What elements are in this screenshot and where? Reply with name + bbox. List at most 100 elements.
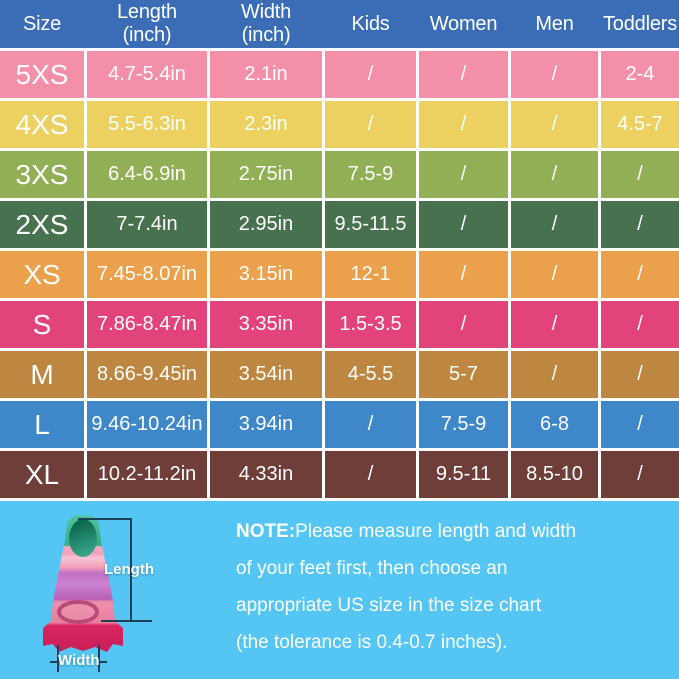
table-row: 3XS 6.4-6.9in 2.75in 7.5-9 / / / [0, 151, 679, 198]
length-cell: 7.45-8.07in [87, 251, 207, 298]
header-kids: Kids [351, 12, 390, 35]
note-line-4: (the tolerance is 0.4-0.7 inches). [236, 632, 508, 653]
women-cell: 5-7 [419, 351, 508, 398]
toddlers-cell: / [601, 451, 679, 498]
table-row: L 9.46-10.24in 3.94in / 7.5-9 6-8 / [0, 401, 679, 448]
length-cell: 4.7-5.4in [87, 51, 207, 98]
size-cell: XS [0, 251, 84, 298]
size-cell: 3XS [0, 151, 84, 198]
fin-foot-pocket [57, 600, 99, 624]
men-cell: / [511, 351, 598, 398]
size-cell: M [0, 351, 84, 398]
note-text: NOTE:Please measure length and width of … [236, 513, 576, 661]
toddlers-cell: / [601, 251, 679, 298]
toddlers-cell: / [601, 301, 679, 348]
table-row: M 8.66-9.45in 3.54in 4-5.5 5-7 / / [0, 351, 679, 398]
kids-cell: / [325, 401, 416, 448]
length-bottom-tick [101, 620, 152, 622]
length-cell: 7.86-8.47in [87, 301, 207, 348]
women-cell: / [419, 51, 508, 98]
women-cell: / [419, 251, 508, 298]
note-line-1: NOTE:Please measure length and width [236, 513, 576, 550]
toddlers-cell: / [601, 201, 679, 248]
kids-cell: / [325, 51, 416, 98]
table-row: 2XS 7-7.4in 2.95in 9.5-11.5 / / / [0, 201, 679, 248]
kids-cell: 4-5.5 [325, 351, 416, 398]
men-cell: 6-8 [511, 401, 598, 448]
length-cell: 6.4-6.9in [87, 151, 207, 198]
women-cell: / [419, 201, 508, 248]
note-line-3: appropriate US size in the size chart [236, 595, 542, 616]
women-cell: / [419, 151, 508, 198]
length-label: Length [104, 561, 154, 578]
table-row: 4XS 5.5-6.3in 2.3in / / / 4.5-7 [0, 101, 679, 148]
note-line-1-text: Please measure length and width [295, 521, 577, 542]
width-cell: 2.75in [210, 151, 322, 198]
header-length: Length (inch) [117, 1, 177, 46]
length-cell: 10.2-11.2in [87, 451, 207, 498]
width-label: Width [58, 652, 100, 669]
toddlers-cell: 2-4 [601, 51, 679, 98]
length-top-tick [78, 518, 132, 520]
women-cell: 7.5-9 [419, 401, 508, 448]
width-cell: 3.15in [210, 251, 322, 298]
men-cell: / [511, 301, 598, 348]
width-cell: 2.3in [210, 101, 322, 148]
size-cell: 4XS [0, 101, 84, 148]
toddlers-cell: / [601, 401, 679, 448]
men-cell: / [511, 51, 598, 98]
note-section: Length Width NOTE:Please measure length … [0, 501, 679, 679]
width-right-tick [98, 645, 100, 672]
width-cell: 3.94in [210, 401, 322, 448]
note-line-2: of your feet first, then choose an [236, 558, 508, 579]
women-cell: / [419, 101, 508, 148]
size-chart-table: Size Length (inch) Width (inch) Kids Women Me… [0, 0, 679, 498]
length-cell: 5.5-6.3in [87, 101, 207, 148]
width-cell: 3.35in [210, 301, 322, 348]
table-row: 5XS 4.7-5.4in 2.1in / / / 2-4 [0, 51, 679, 98]
kids-cell: 7.5-9 [325, 151, 416, 198]
size-cell: 5XS [0, 51, 84, 98]
table-row: XS 7.45-8.07in 3.15in 12-1 / / / [0, 251, 679, 298]
note-bold-prefix: NOTE: [236, 521, 296, 542]
table-header-row: Size Length (inch) Width (inch) Kids Women Me… [0, 0, 679, 48]
fin-illustration: Length Width [0, 501, 235, 679]
men-cell: 8.5-10 [511, 451, 598, 498]
size-cell: L [0, 401, 84, 448]
women-cell: 9.5-11 [419, 451, 508, 498]
width-cell: 2.1in [210, 51, 322, 98]
table-row: XL 10.2-11.2in 4.33in / 9.5-11 8.5-10 / [0, 451, 679, 498]
length-dimension-line [130, 518, 132, 621]
kids-cell: 12-1 [325, 251, 416, 298]
women-cell: / [419, 301, 508, 348]
kids-cell: 1.5-3.5 [325, 301, 416, 348]
table-row: S 7.86-8.47in 3.35in 1.5-3.5 / / / [0, 301, 679, 348]
toddlers-cell: / [601, 151, 679, 198]
header-toddlers: Toddlers [603, 12, 677, 35]
men-cell: / [511, 201, 598, 248]
width-cell: 2.95in [210, 201, 322, 248]
size-cell: S [0, 301, 84, 348]
fin-tip-pocket [69, 519, 97, 557]
toddlers-cell: / [601, 351, 679, 398]
men-cell: / [511, 151, 598, 198]
men-cell: / [511, 251, 598, 298]
header-size: Size [22, 12, 62, 35]
width-left-dash [50, 661, 58, 663]
header-men: Men [535, 12, 574, 35]
men-cell: / [511, 101, 598, 148]
header-women: Women [429, 12, 498, 35]
width-left-tick [57, 645, 59, 672]
table-body: 5XS 4.7-5.4in 2.1in / / / 2-4 4XS 5.5-6.… [0, 51, 679, 498]
length-cell: 9.46-10.24in [87, 401, 207, 448]
kids-cell: 9.5-11.5 [325, 201, 416, 248]
width-cell: 4.33in [210, 451, 322, 498]
toddlers-cell: 4.5-7 [601, 101, 679, 148]
width-right-dash [99, 661, 107, 663]
length-cell: 8.66-9.45in [87, 351, 207, 398]
kids-cell: / [325, 101, 416, 148]
header-width: Width (inch) [240, 1, 292, 46]
kids-cell: / [325, 451, 416, 498]
length-cell: 7-7.4in [87, 201, 207, 248]
